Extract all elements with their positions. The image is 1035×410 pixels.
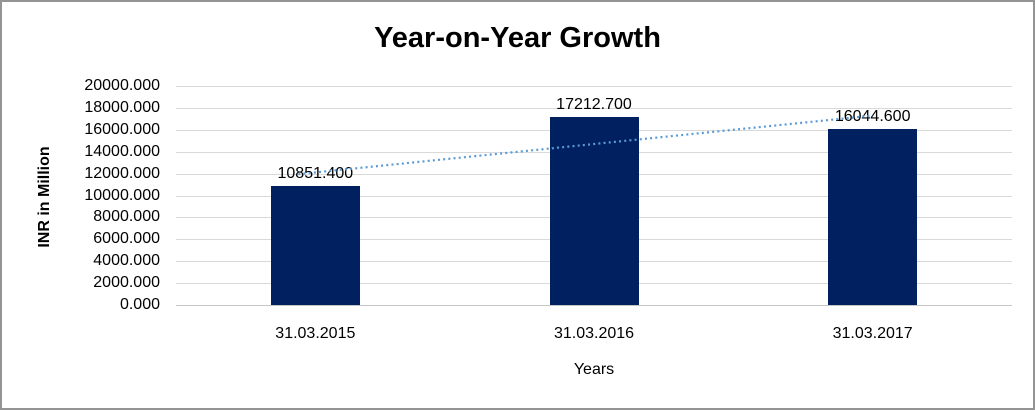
chart-bar (549, 116, 639, 305)
y-tick-label: 14000.000 (84, 142, 160, 160)
x-tick-label: 31.03.2015 (275, 325, 356, 342)
gridline (176, 86, 1012, 87)
y-tick-label: 4000.000 (93, 252, 160, 270)
y-tick-label: 6000.000 (93, 230, 160, 248)
x-axis-line (176, 305, 1012, 306)
chart-bar (270, 186, 360, 305)
gridline (176, 107, 1012, 109)
chart-title: Year-on-Year Growth (374, 22, 661, 54)
x-tick-label: 31.03.2017 (832, 325, 913, 342)
x-axis-title: Years (573, 361, 615, 378)
y-tick-label: 16000.000 (84, 120, 160, 138)
y-tick-label: 20000.000 (84, 77, 160, 94)
y-tick-label: 18000.000 (84, 98, 160, 116)
y-tick-label: 8000.000 (93, 208, 160, 226)
y-tick-label: 10000.000 (84, 186, 160, 204)
x-tick-label: 31.03.2016 (553, 325, 635, 342)
y-tick-label: 2000.000 (93, 274, 160, 292)
bar-value-label: 10851.400 (277, 165, 354, 183)
bar-value-label: 17212.700 (556, 95, 632, 113)
bar-value-label: 16044.600 (834, 108, 911, 126)
chart-bar (828, 129, 918, 305)
y-tick-label: 0.000 (119, 296, 160, 313)
y-tick-label: 12000.000 (84, 164, 160, 182)
